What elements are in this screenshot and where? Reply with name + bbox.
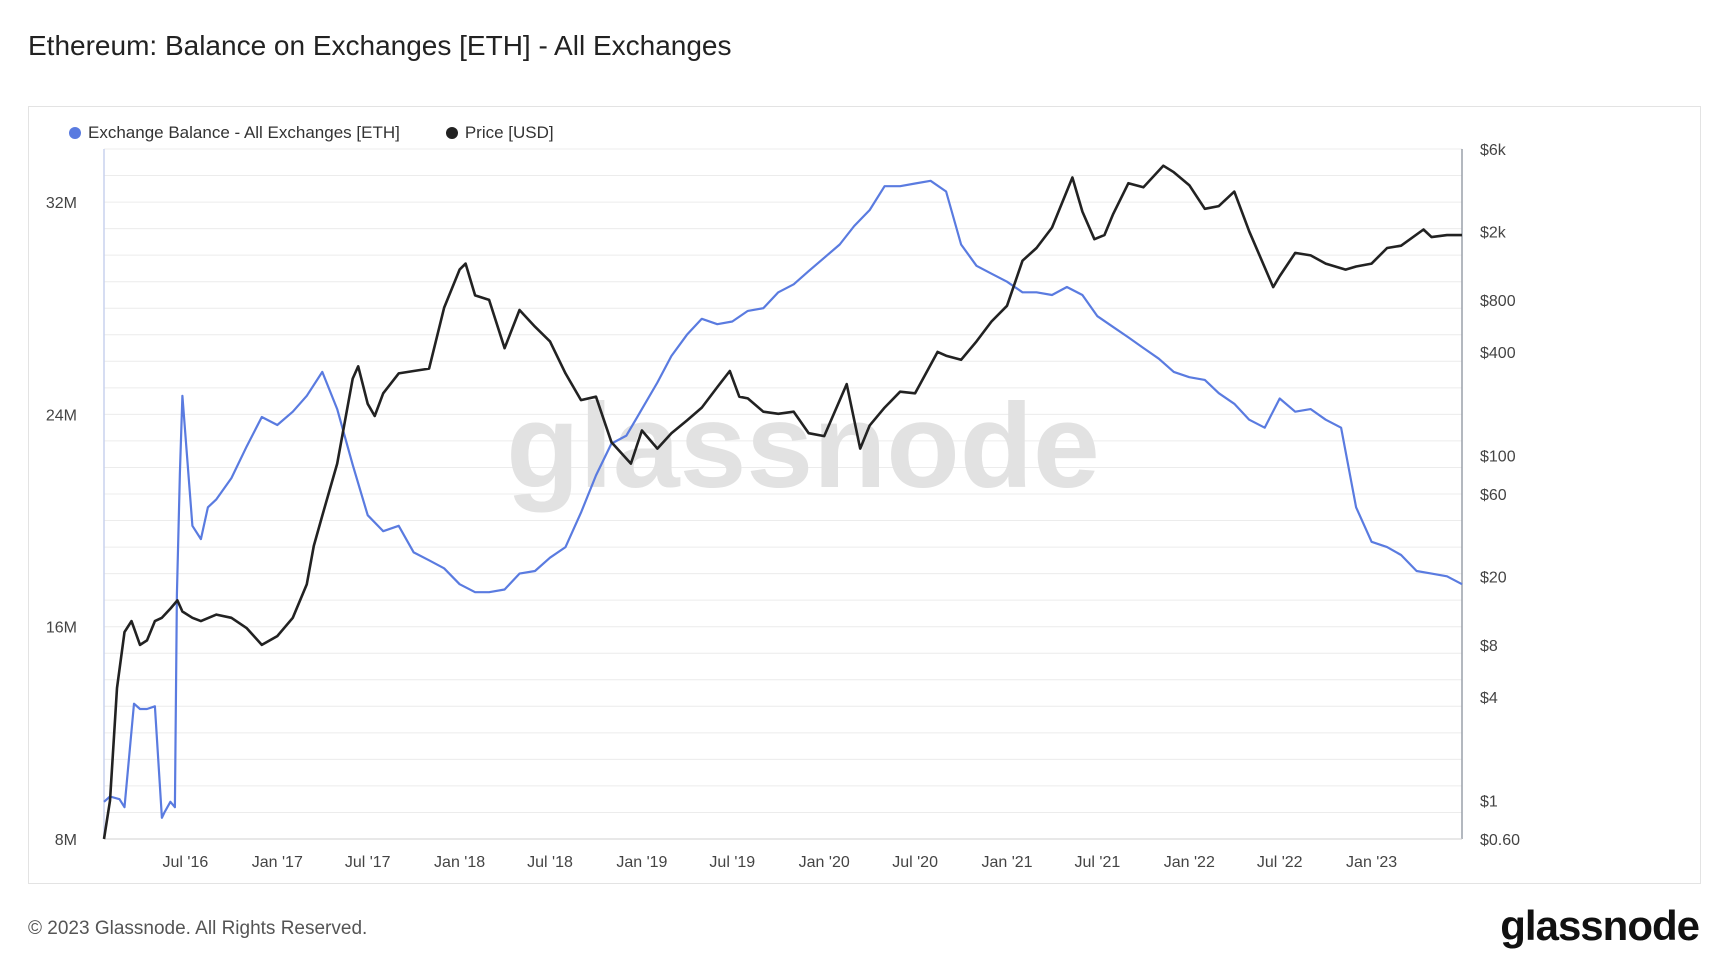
legend-item-balance[interactable]: Exchange Balance - All Exchanges [ETH] bbox=[69, 123, 400, 143]
chart-card: Exchange Balance - All Exchanges [ETH] P… bbox=[28, 106, 1701, 884]
x-axis-tick-label: Jan '17 bbox=[252, 854, 303, 871]
exchange-balance-line bbox=[103, 179, 1463, 819]
left-axis-tick-label: 32M bbox=[46, 195, 77, 212]
right-axis-tick-label: $20 bbox=[1480, 569, 1507, 586]
legend-label-balance: Exchange Balance - All Exchanges [ETH] bbox=[88, 123, 400, 142]
right-axis-tick-label: $2k bbox=[1480, 224, 1507, 241]
right-axis-tick-label: $60 bbox=[1480, 487, 1507, 504]
right-axis-tick-label: $800 bbox=[1480, 293, 1516, 310]
x-axis-tick-label: Jan '21 bbox=[981, 854, 1032, 871]
x-axis-tick-label: Jan '23 bbox=[1346, 854, 1397, 871]
x-axis-tick-label: Jan '22 bbox=[1164, 854, 1215, 871]
left-axis-tick-label: 8M bbox=[55, 832, 77, 849]
x-axis-tick-label: Jul '20 bbox=[892, 854, 938, 871]
right-axis-tick-label: $8 bbox=[1480, 638, 1498, 655]
x-axis-tick-label: Jul '19 bbox=[709, 854, 755, 871]
legend-label-price: Price [USD] bbox=[464, 123, 554, 142]
x-axis-tick-label: Jan '20 bbox=[799, 854, 850, 871]
legend-item-price[interactable]: Price [USD] bbox=[445, 123, 554, 143]
price-line bbox=[102, 164, 1462, 840]
right-axis-tick-label: $6k bbox=[1480, 142, 1507, 159]
right-axis-tick-label: $1 bbox=[1480, 794, 1498, 811]
left-axis-tick-label: 16M bbox=[46, 620, 77, 637]
x-axis-tick-label: Jul '21 bbox=[1075, 854, 1121, 871]
legend-dot-price bbox=[445, 127, 458, 139]
watermark-text: glassnode bbox=[506, 379, 1100, 513]
x-axis-tick-label: Jul '16 bbox=[163, 854, 209, 871]
x-axis-tick-label: Jul '18 bbox=[527, 854, 573, 871]
right-axis-tick-label: $400 bbox=[1480, 345, 1516, 362]
x-axis-tick-label: Jul '17 bbox=[345, 854, 391, 871]
copyright-footer: © 2023 Glassnode. All Rights Reserved. bbox=[28, 918, 368, 939]
glassnode-logo: glassnode bbox=[1500, 902, 1700, 949]
left-axis-tick-label: 24M bbox=[46, 407, 77, 424]
legend-dot-balance bbox=[69, 127, 81, 139]
right-axis-tick-label: $100 bbox=[1480, 449, 1516, 466]
right-axis-tick-label: $0.60 bbox=[1480, 832, 1520, 849]
chart-legend: Exchange Balance - All Exchanges [ETH] P… bbox=[69, 123, 554, 143]
x-axis-tick-label: Jan '19 bbox=[616, 854, 667, 871]
chart-title: Ethereum: Balance on Exchanges [ETH] - A… bbox=[28, 30, 732, 61]
x-axis-tick-label: Jan '18 bbox=[434, 854, 485, 871]
chart-plot-area: glassnode 8M 16M 24M 32M $0.60 $1 $4 $8 $20 $60 $10… bbox=[46, 142, 1520, 871]
right-axis-tick-label: $4 bbox=[1480, 690, 1498, 707]
x-axis-tick-label: Jul '22 bbox=[1257, 854, 1303, 871]
